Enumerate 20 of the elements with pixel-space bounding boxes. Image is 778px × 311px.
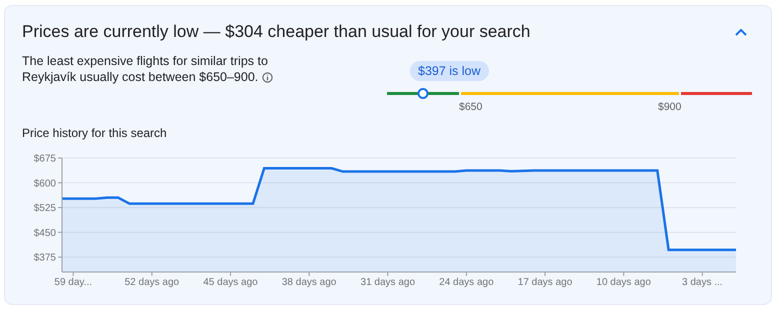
text: Price history for this search xyxy=(22,126,167,140)
y-tick-label: $600 xyxy=(34,178,56,190)
x-tick-label: 24 days ago xyxy=(439,277,494,288)
text: $900 xyxy=(658,101,682,113)
y-tick-label: $525 xyxy=(34,203,56,214)
y-tick-label: $375 xyxy=(34,252,56,264)
x-tick-label: 10 days ago xyxy=(596,277,652,288)
text: $397 is low xyxy=(410,61,489,81)
x-tick-label: 45 days ago xyxy=(203,277,258,288)
chart-title: Prices are currently low — $304 cheaper than usual for your search xyxy=(22,22,530,42)
x-tick-label: 38 days ago xyxy=(282,277,337,288)
text: The least expensive flights for similar trips to Reykjavík usually cost between $650–900. xyxy=(22,53,269,85)
y-tick-label: $675 xyxy=(34,154,56,165)
x-tick-label: 52 days ago xyxy=(124,277,180,288)
x-tick-label: 3 days ... xyxy=(682,277,723,288)
x-tick-label: 17 days ago xyxy=(518,277,573,288)
y-tick-label: $450 xyxy=(34,228,56,239)
text: $650 xyxy=(459,101,482,113)
x-tick-label: 31 days ago xyxy=(360,277,416,288)
x-tick-label: 59 day... xyxy=(54,277,92,288)
